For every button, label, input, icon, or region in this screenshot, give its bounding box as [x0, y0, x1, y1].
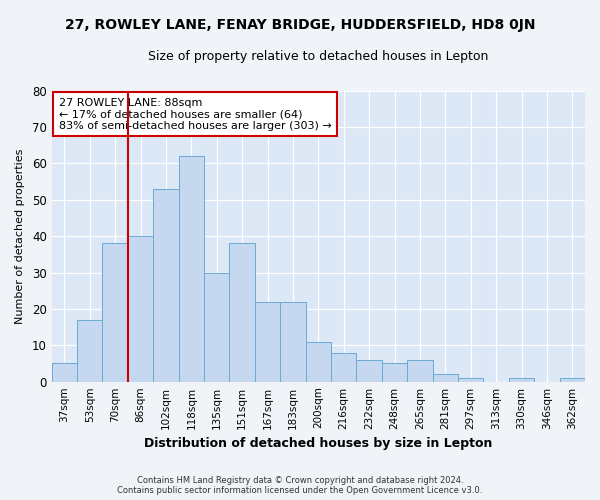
Bar — [103, 244, 128, 382]
Bar — [280, 302, 305, 382]
Bar — [509, 378, 534, 382]
Bar — [331, 352, 356, 382]
Y-axis label: Number of detached properties: Number of detached properties — [15, 148, 25, 324]
X-axis label: Distribution of detached houses by size in Lepton: Distribution of detached houses by size … — [144, 437, 493, 450]
Bar — [52, 364, 77, 382]
Bar — [128, 236, 153, 382]
Bar — [560, 378, 585, 382]
Bar — [382, 364, 407, 382]
Bar — [204, 272, 229, 382]
Text: 27 ROWLEY LANE: 88sqm
← 17% of detached houses are smaller (64)
83% of semi-deta: 27 ROWLEY LANE: 88sqm ← 17% of detached … — [59, 98, 331, 130]
Bar — [229, 244, 255, 382]
Bar — [179, 156, 204, 382]
Bar — [305, 342, 331, 382]
Title: Size of property relative to detached houses in Lepton: Size of property relative to detached ho… — [148, 50, 488, 63]
Bar — [356, 360, 382, 382]
Bar — [458, 378, 484, 382]
Bar — [407, 360, 433, 382]
Text: 27, ROWLEY LANE, FENAY BRIDGE, HUDDERSFIELD, HD8 0JN: 27, ROWLEY LANE, FENAY BRIDGE, HUDDERSFI… — [65, 18, 535, 32]
Text: Contains HM Land Registry data © Crown copyright and database right 2024.
Contai: Contains HM Land Registry data © Crown c… — [118, 476, 482, 495]
Bar — [433, 374, 458, 382]
Bar — [255, 302, 280, 382]
Bar — [153, 189, 179, 382]
Bar — [77, 320, 103, 382]
